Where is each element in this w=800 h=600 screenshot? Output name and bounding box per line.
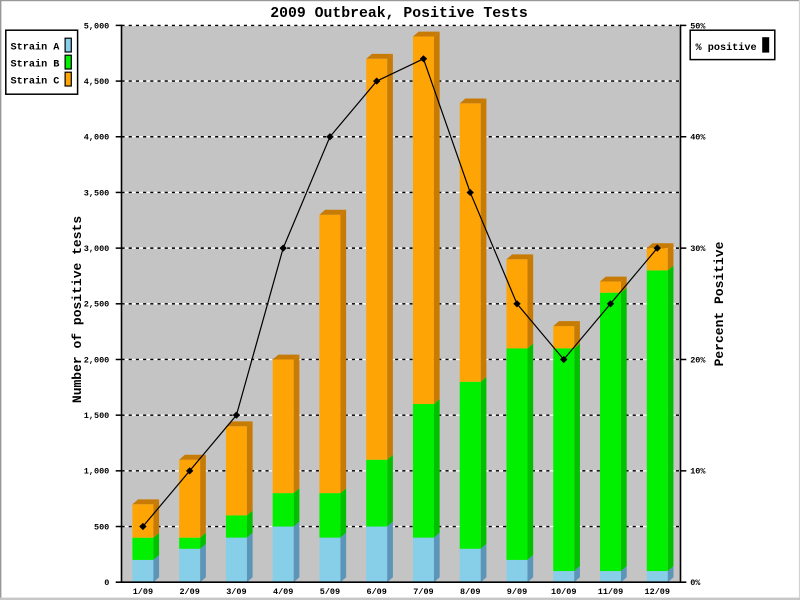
svg-text:1/09: 1/09 (133, 587, 153, 597)
svg-text:10%: 10% (690, 467, 706, 477)
svg-text:5,000: 5,000 (84, 21, 110, 31)
svg-text:Number of positive tests: Number of positive tests (70, 216, 85, 403)
svg-text:3/09: 3/09 (226, 587, 246, 597)
svg-text:3,000: 3,000 (84, 244, 110, 254)
svg-text:4,500: 4,500 (84, 77, 110, 87)
svg-text:Strain B: Strain B (11, 59, 60, 71)
svg-text:500: 500 (94, 522, 109, 532)
svg-text:0: 0 (104, 578, 109, 588)
svg-text:2,500: 2,500 (84, 300, 110, 310)
svg-text:Strain A: Strain A (11, 42, 61, 54)
svg-text:% positive: % positive (696, 42, 757, 54)
svg-text:50%: 50% (690, 21, 706, 31)
svg-text:20%: 20% (690, 355, 706, 365)
svg-text:9/09: 9/09 (507, 587, 527, 597)
svg-text:40%: 40% (690, 133, 706, 143)
svg-text:1,500: 1,500 (84, 411, 110, 421)
svg-text:2/09: 2/09 (179, 587, 199, 597)
svg-text:4,000: 4,000 (84, 133, 110, 143)
svg-text:11/09: 11/09 (598, 587, 624, 597)
svg-text:30%: 30% (690, 244, 706, 254)
svg-text:6/09: 6/09 (366, 587, 386, 597)
svg-text:1,000: 1,000 (84, 467, 110, 477)
svg-text:4/09: 4/09 (273, 587, 293, 597)
svg-text:8/09: 8/09 (460, 587, 480, 597)
svg-text:Strain C: Strain C (11, 76, 60, 88)
svg-text:10/09: 10/09 (551, 587, 577, 597)
svg-text:0%: 0% (690, 578, 701, 588)
svg-text:Percent Positive: Percent Positive (712, 241, 727, 366)
svg-text:2,000: 2,000 (84, 355, 110, 365)
svg-text:3,500: 3,500 (84, 188, 110, 198)
svg-text:7/09: 7/09 (413, 587, 433, 597)
svg-text:2009 Outbreak, Positive Tests: 2009 Outbreak, Positive Tests (270, 6, 528, 22)
svg-text:12/09: 12/09 (645, 587, 671, 597)
svg-text:5/09: 5/09 (320, 587, 340, 597)
